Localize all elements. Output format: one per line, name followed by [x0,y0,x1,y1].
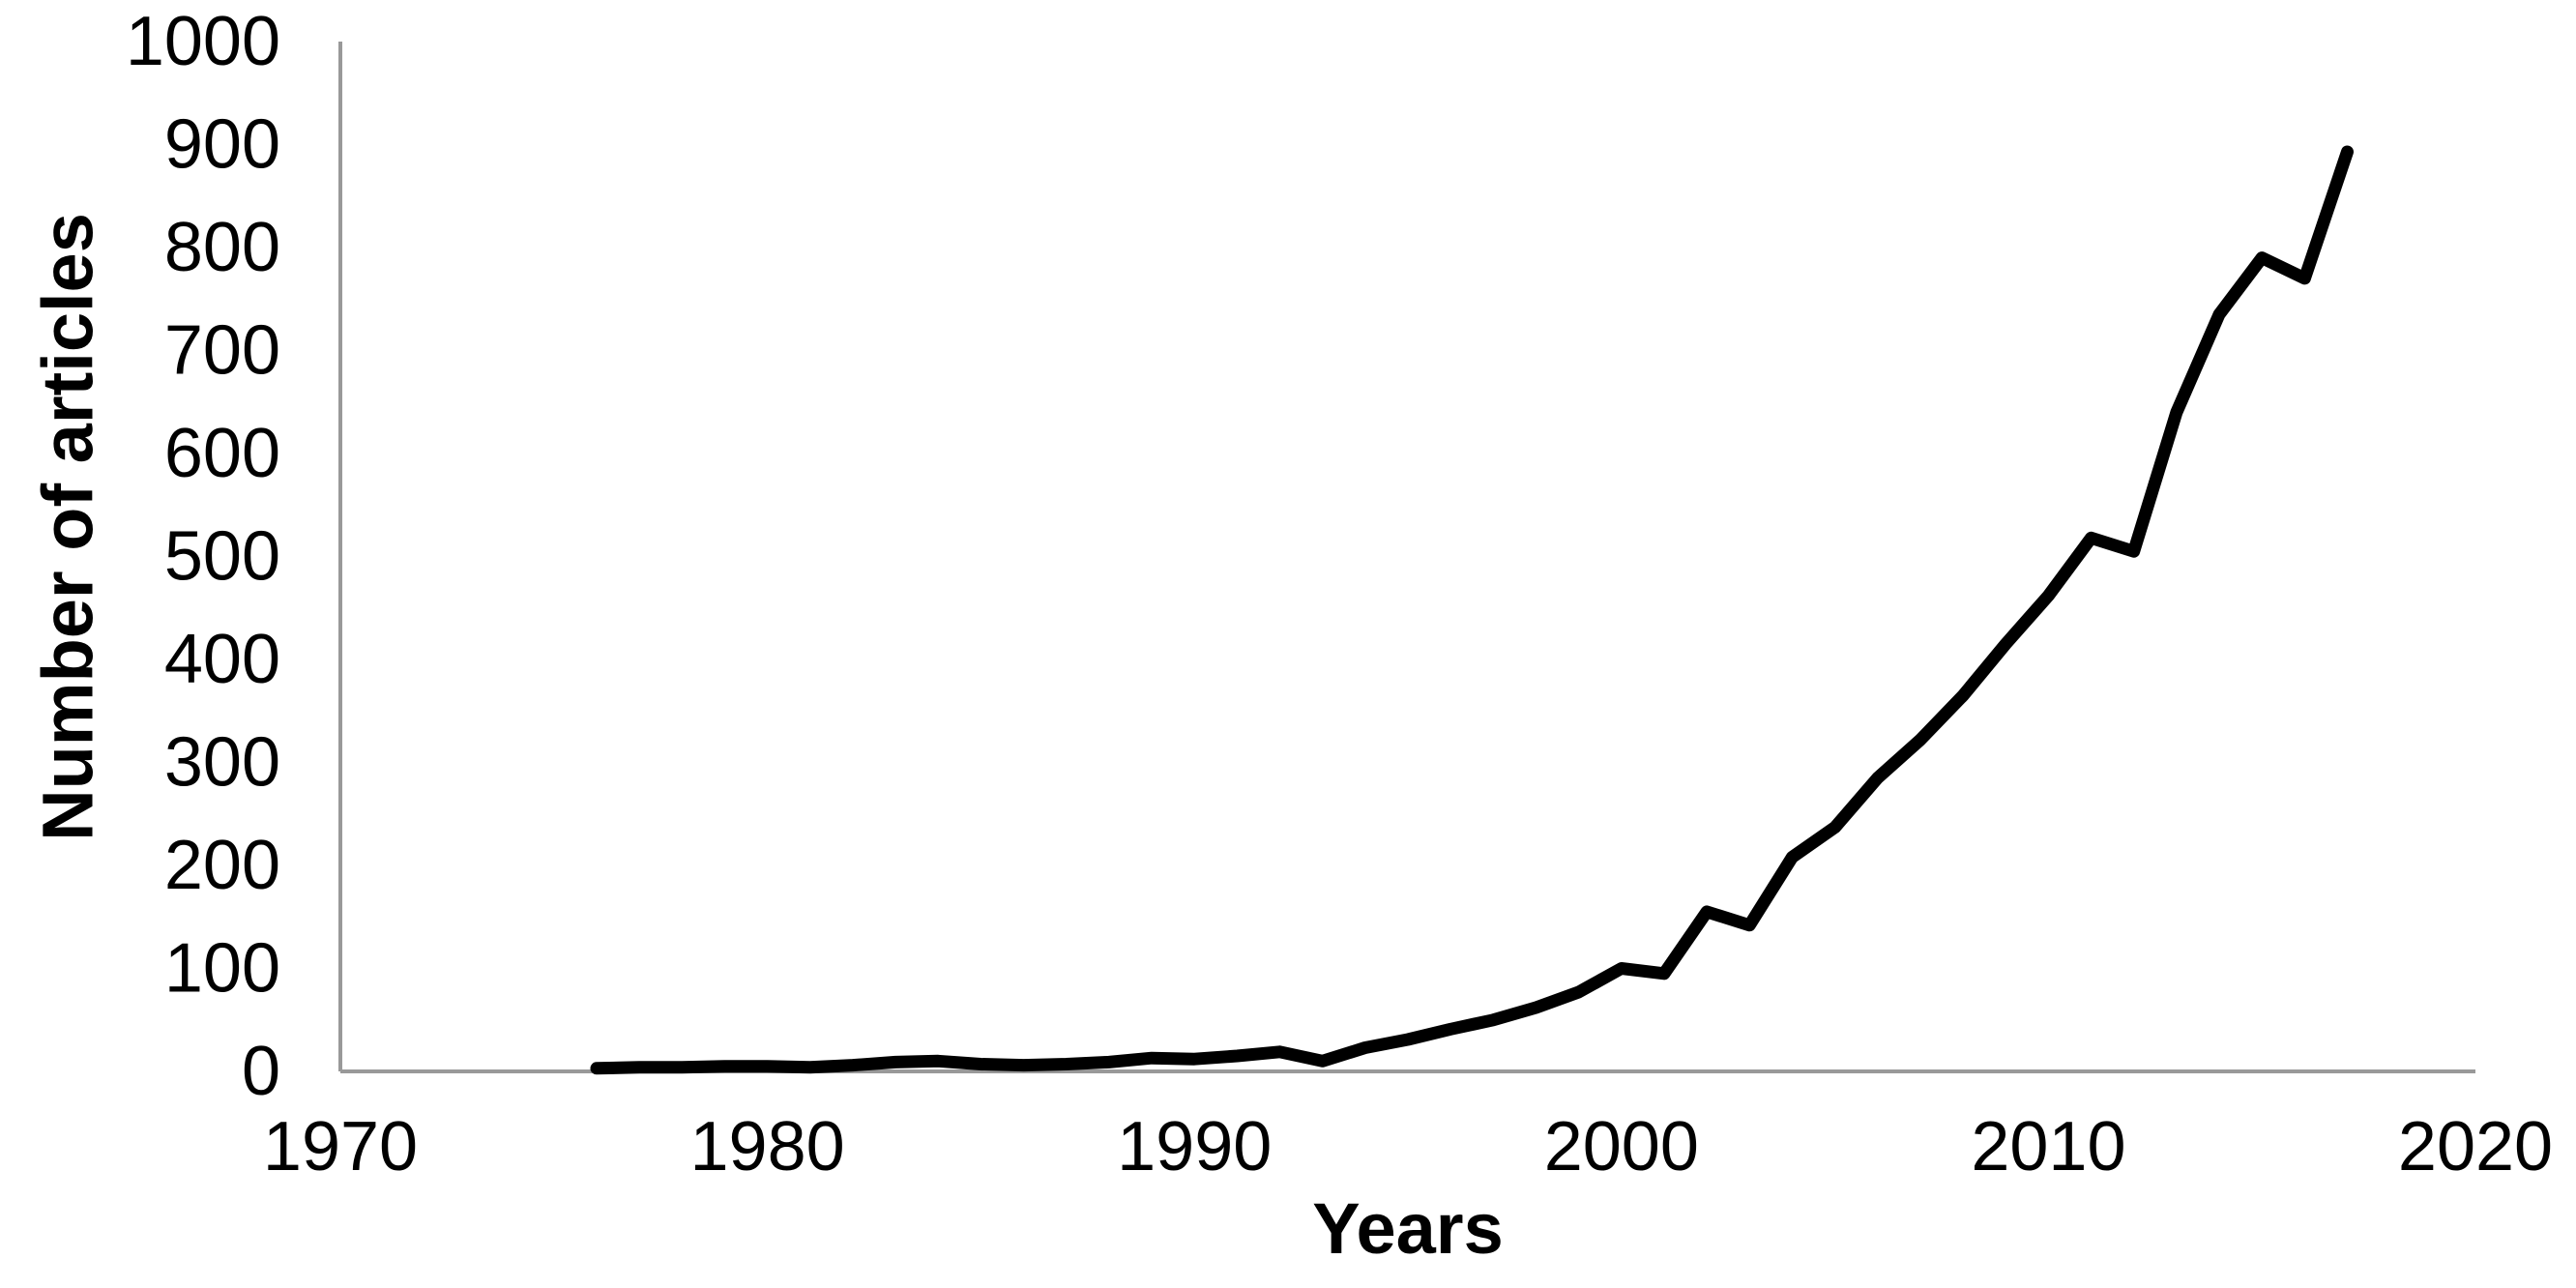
y-tick-label-600: 600 [164,415,280,492]
x-tick-label-1970: 1970 [263,1108,418,1186]
x-tick-label-2010: 2010 [1971,1108,2125,1186]
x-tick-label-2020: 2020 [2398,1108,2553,1186]
x-tick-label-1990: 1990 [1117,1108,1272,1186]
x-tick-label-1980: 1980 [690,1108,845,1186]
y-tick-label-100: 100 [164,930,280,1008]
x-axis-tick-labels: 1970 1980 1990 2000 2010 2020 [263,1108,2553,1186]
y-tick-label-900: 900 [164,106,280,184]
y-tick-label-800: 800 [164,209,280,286]
y-tick-label-200: 200 [164,827,280,904]
y-tick-label-700: 700 [164,312,280,390]
y-tick-label-1000: 1000 [126,3,280,80]
x-tick-label-2000: 2000 [1544,1108,1699,1186]
y-tick-label-400: 400 [164,621,280,698]
series-line-number-of-articles [590,145,2354,1075]
y-axis-tick-labels: 0 100 200 300 400 500 600 700 800 900 1000 [126,3,280,1110]
y-tick-label-300: 300 [164,724,280,802]
y-tick-label-0: 0 [242,1033,280,1110]
y-tick-label-500: 500 [164,518,280,596]
x-axis-title: Years [1312,1188,1504,1269]
y-axis-title: Number of articles [28,213,108,841]
